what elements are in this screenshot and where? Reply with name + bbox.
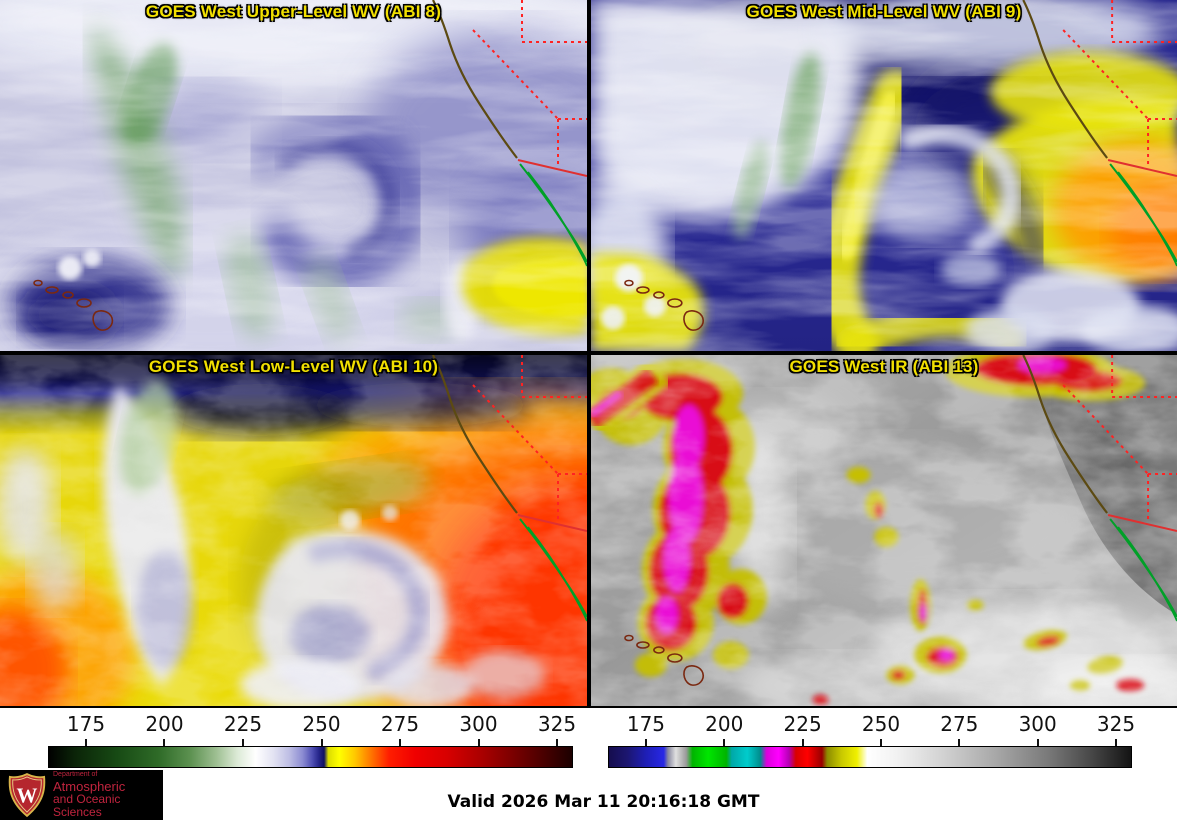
tick-label: 300: [459, 712, 498, 736]
tick-label: 200: [145, 712, 184, 736]
logo-text: Department of Atmospheric and Oceanic Sc…: [53, 771, 163, 818]
panel-title-abi10: GOES West Low-Level WV (ABI 10): [148, 357, 439, 376]
tick-label: 300: [1018, 712, 1057, 736]
tick-label: 275: [940, 712, 979, 736]
panel-ir: GOES West IR (ABI 13): [591, 355, 1177, 706]
logo-line2: and Oceanic Sciences: [53, 792, 121, 819]
crest-letter: W: [17, 784, 38, 808]
logo-line1: Atmospheric: [53, 778, 126, 794]
satellite-image-abi10: [0, 355, 587, 706]
tick-label: 325: [537, 712, 577, 736]
colorbar-wv-tick-labels: 175 200 225 250 275 300 325: [48, 712, 577, 738]
panel-upper-level-wv: GOES West Upper-Level WV (ABI 8): [0, 0, 587, 351]
satellite-image-abi9: [591, 0, 1177, 351]
colorbar-infrared: 175 200 225 250 275 300 325: [608, 712, 1136, 768]
tick-label: 250: [861, 712, 901, 736]
colorbar-water-vapor: 175 200 225 250 275 300 325: [48, 712, 577, 768]
satellite-image-abi13: [591, 355, 1177, 706]
tick-label: 250: [302, 712, 341, 736]
colorbar-ir-tick-labels: 175 200 225 250 275 300 325: [608, 712, 1136, 738]
panel-low-level-wv: GOES West Low-Level WV (ABI 10): [0, 355, 587, 706]
tick-label: 175: [626, 712, 666, 736]
tick-label: 200: [705, 712, 744, 736]
tick-label: 175: [66, 712, 106, 736]
panel-title-abi9: GOES West Mid-Level WV (ABI 9): [746, 2, 1022, 21]
uw-crest-icon: W: [8, 773, 46, 817]
tick-label: 275: [380, 712, 420, 736]
logo-dept-line: Department of: [53, 771, 98, 779]
valid-time-text: Valid 2026 Mar 11 20:16:18 GMT: [447, 792, 760, 812]
colorbar-ir-gradient: [608, 746, 1132, 768]
panel-title-abi13: GOES West IR (ABI 13): [789, 357, 979, 376]
tick-label: 225: [783, 712, 822, 736]
uw-aos-logo: W Department of Atmospheric and Oceanic …: [0, 770, 163, 820]
panel-mid-level-wv: GOES West Mid-Level WV (ABI 9): [591, 0, 1177, 351]
colorbar-ir-tick-marks: [608, 739, 1132, 746]
colorbar-wv-gradient: [48, 746, 573, 768]
colorbar-wv-tick-marks: [48, 739, 573, 746]
footer: 175 200 225 250 275 300 325 175 200 225 …: [0, 708, 1177, 820]
satellite-image-abi8: [0, 0, 587, 351]
panel-title-abi8: GOES West Upper-Level WV (ABI 8): [145, 2, 442, 21]
tick-label: 225: [223, 712, 263, 736]
tick-label: 325: [1096, 712, 1136, 736]
